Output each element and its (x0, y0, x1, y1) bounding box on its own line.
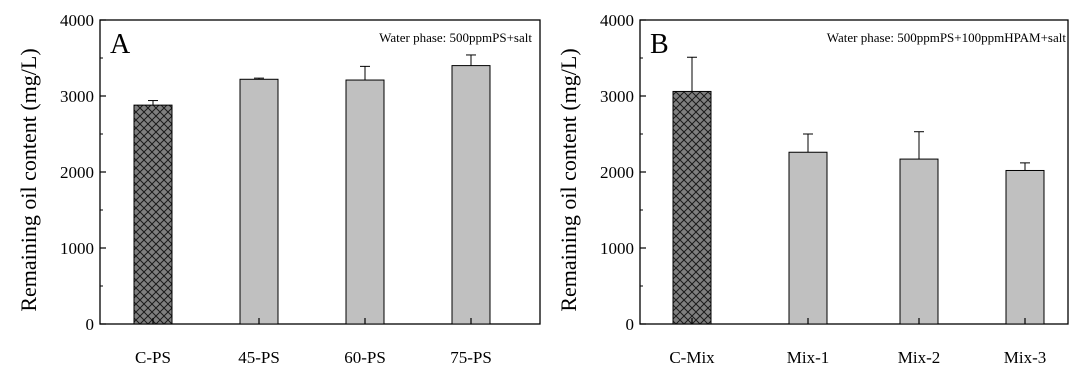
bar (1005, 169, 1045, 325)
y-tick-label: 1000 (600, 239, 634, 258)
bar (899, 158, 939, 325)
y-tick-label: 0 (86, 315, 95, 334)
x-tick-label: 45-PS (238, 348, 280, 367)
panel-label: B (650, 29, 669, 60)
bar (345, 79, 385, 325)
y-tick-label: 2000 (60, 163, 94, 182)
x-tick-label: Mix-1 (787, 348, 830, 367)
x-tick-label: 60-PS (344, 348, 386, 367)
chart-panel-b: B Water phase: 500ppmPS+100ppmHPAM+salt … (556, 11, 1069, 367)
panel-label: A (110, 29, 131, 60)
x-tick-label: Mix-2 (898, 348, 941, 367)
bar (239, 78, 279, 325)
bar (451, 65, 491, 325)
bar (133, 104, 173, 325)
bar (672, 90, 712, 325)
y-tick-label: 1000 (60, 239, 94, 258)
y-tick-label: 3000 (600, 87, 634, 106)
annotation: Water phase: 500ppmPS+salt (379, 30, 532, 45)
y-tick-label: 3000 (60, 87, 94, 106)
bar (788, 151, 828, 325)
x-tick-label: 75-PS (450, 348, 492, 367)
y-tick-label: 4000 (60, 11, 94, 30)
y-axis-label: Remaining oil content (mg/L) (16, 48, 41, 311)
y-tick-label: 2000 (600, 163, 634, 182)
chart-panel-a: A Water phase: 500ppmPS+salt Remaining o… (16, 11, 541, 367)
annotation: Water phase: 500ppmPS+100ppmHPAM+salt (827, 30, 1067, 45)
y-axis-label: Remaining oil content (mg/L) (556, 48, 581, 311)
x-tick-label: C-Mix (669, 348, 715, 367)
y-tick-label: 4000 (600, 11, 634, 30)
y-tick-label: 0 (626, 315, 635, 334)
x-tick-label: C-PS (135, 348, 171, 367)
x-tick-label: Mix-3 (1004, 348, 1047, 367)
